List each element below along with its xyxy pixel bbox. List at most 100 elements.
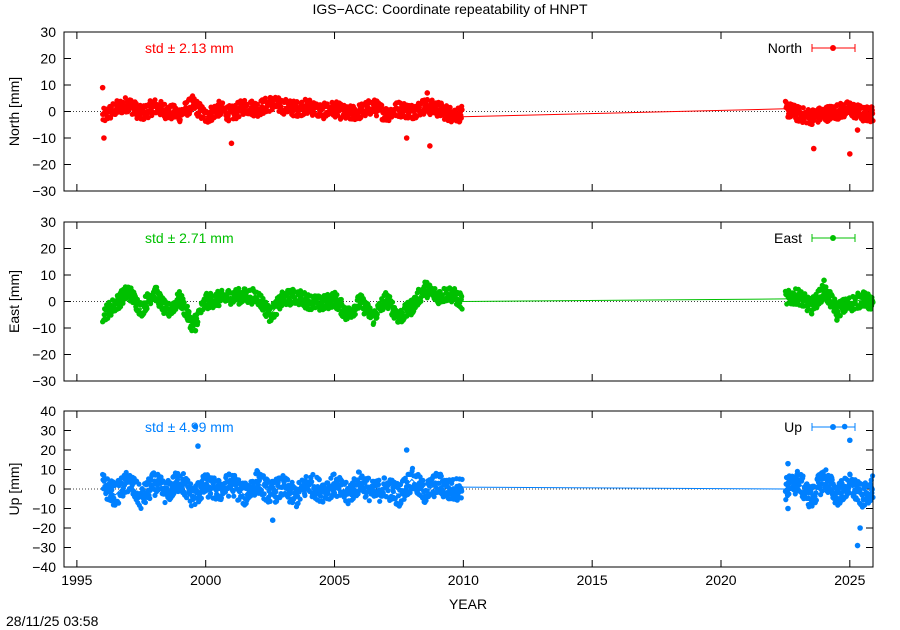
y-tick-label: 40 — [40, 403, 56, 419]
y-tick-label: −10 — [32, 501, 56, 517]
panel-up: 40 30 20 10 0 −10 −20 −30 −40 Up [mm] std ± 4.99 m… — [6, 403, 876, 575]
x-tick-label: 1995 — [61, 572, 92, 588]
data-point — [420, 477, 426, 483]
data-point — [459, 293, 465, 300]
data-point — [316, 477, 322, 483]
data-point — [404, 479, 410, 485]
data-point — [297, 496, 303, 502]
data-point — [252, 492, 258, 498]
data-point — [376, 477, 382, 483]
data-point — [809, 503, 815, 509]
data-point — [164, 485, 170, 491]
data-point — [447, 104, 453, 110]
outlier-point — [269, 517, 276, 523]
x-tick-label: 2020 — [705, 572, 736, 588]
series-line — [462, 108, 786, 118]
data-point — [813, 490, 819, 496]
outlier-point — [99, 84, 106, 91]
panel-frame — [63, 410, 874, 568]
data-point — [800, 105, 806, 111]
data-point — [380, 490, 386, 496]
timestamp: 28/11/25 03:58 — [6, 613, 99, 629]
y-tick-label: 20 — [40, 241, 56, 257]
outlier-point — [192, 327, 199, 334]
outlier-point — [427, 143, 433, 149]
data-point — [142, 499, 148, 506]
data-point — [454, 497, 460, 503]
data-point — [105, 315, 111, 321]
data-point — [144, 306, 150, 312]
data-point — [302, 492, 308, 499]
data-point — [149, 112, 155, 119]
data-point — [432, 286, 438, 292]
data-point — [192, 501, 198, 507]
data-point — [385, 488, 391, 494]
data-point — [261, 491, 267, 497]
data-point — [375, 482, 382, 488]
outlier-point — [403, 135, 410, 141]
data-point — [295, 500, 301, 506]
y-tick-label: 20 — [40, 442, 56, 458]
data-point — [184, 303, 190, 309]
data-point — [847, 472, 853, 478]
data-point — [358, 114, 364, 121]
data-point — [390, 488, 396, 495]
legend-label: Up — [784, 419, 802, 435]
data-point — [379, 102, 385, 108]
outlier-point — [424, 90, 431, 96]
data-point — [317, 493, 324, 499]
y-tick-label: −10 — [32, 130, 56, 146]
data-point — [320, 499, 326, 505]
data-point — [138, 505, 144, 511]
panel-north: 30 20 10 0 −10 −20 −30 North [mm] std ± 2.13 mm N… — [6, 24, 876, 199]
std-label: std ± 2.13 mm — [145, 40, 234, 56]
y-tick-label: −30 — [32, 183, 56, 199]
panel-frame — [63, 221, 874, 382]
data-point — [809, 121, 815, 127]
outlier-point — [228, 140, 235, 147]
y-tick-label: 30 — [40, 214, 56, 230]
data-point — [262, 95, 268, 101]
x-tick-label: 2015 — [577, 572, 608, 588]
outlier-point — [847, 151, 853, 157]
panel-frame — [63, 31, 874, 192]
data-point — [343, 479, 349, 485]
data-point — [420, 482, 426, 488]
data-point — [180, 471, 186, 477]
legend-marker — [830, 45, 836, 51]
data-point — [285, 477, 291, 483]
data-point — [236, 114, 242, 120]
data-point — [371, 320, 377, 326]
data-point — [790, 473, 796, 480]
data-point — [418, 298, 424, 304]
y-tick-label: −40 — [32, 559, 56, 575]
y-tick-label: 0 — [48, 481, 56, 497]
x-axis-title: YEAR — [449, 596, 487, 612]
data-point — [147, 495, 153, 502]
outlier-point — [192, 423, 199, 430]
y-tick-label: 30 — [40, 24, 56, 40]
data-point — [248, 493, 254, 499]
data-point — [809, 311, 815, 317]
data-point — [331, 471, 337, 477]
data-point — [310, 471, 316, 478]
x-tick-label: 2025 — [834, 572, 865, 588]
data-point — [862, 502, 868, 508]
chart-panels: 30 20 10 0 −10 −20 −30 North [mm] std ± 2.13 mm N… — [6, 24, 876, 575]
outlier-point — [810, 145, 817, 152]
data-point — [869, 486, 875, 492]
data-point — [829, 477, 835, 483]
outlier-point — [847, 437, 853, 444]
data-point — [438, 473, 444, 479]
legend-marker — [830, 424, 836, 430]
data-point — [365, 475, 372, 481]
data-point — [363, 493, 369, 499]
y-tick-label: 10 — [40, 77, 56, 93]
data-point — [796, 104, 803, 110]
data-point — [283, 96, 289, 103]
y-tick-label: 0 — [48, 294, 56, 310]
x-axis: 1995 2000 2005 2010 2015 2020 2025 — [61, 572, 865, 588]
y-tick-label: −30 — [32, 373, 56, 389]
data-point — [783, 497, 789, 503]
data-point — [174, 477, 180, 483]
